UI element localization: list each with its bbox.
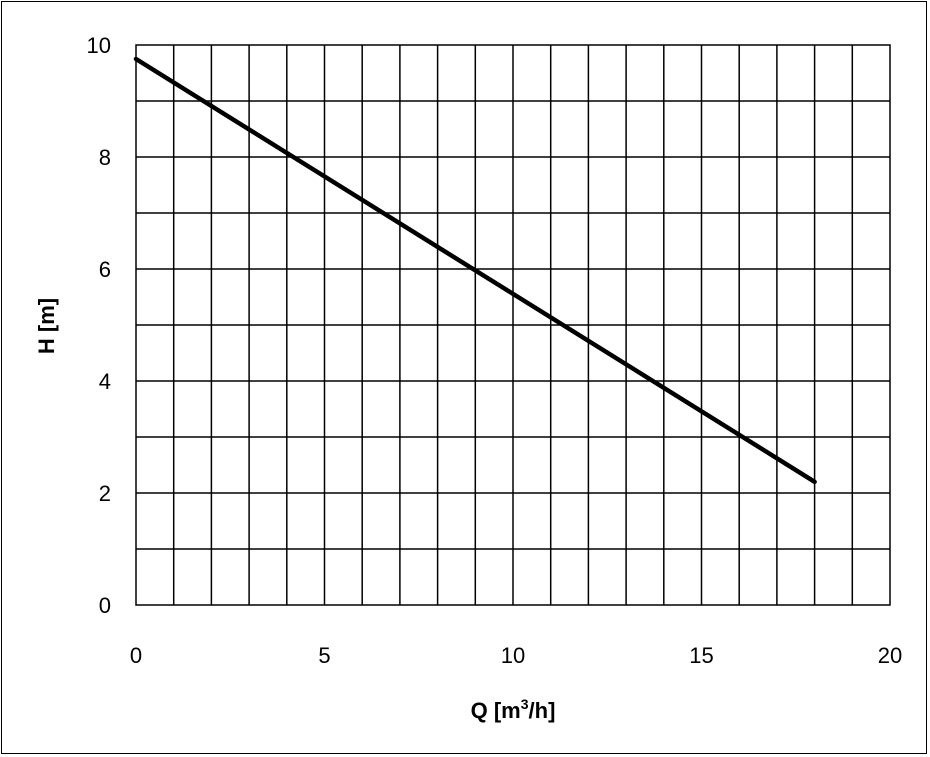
y-tick-label: 10 bbox=[87, 33, 111, 58]
x-tick-label: 0 bbox=[130, 643, 142, 668]
y-axis-label: H [m] bbox=[34, 298, 59, 354]
x-tick-label: 15 bbox=[689, 643, 713, 668]
x-tick-label: 10 bbox=[501, 643, 525, 668]
y-tick-labels: 0 2 4 6 8 10 bbox=[87, 33, 111, 618]
x-tick-labels: 0 5 10 15 20 bbox=[130, 643, 902, 668]
y-tick-label: 8 bbox=[99, 145, 111, 170]
x-axis-label: Q [m3/h] bbox=[471, 696, 556, 723]
x-tick-label: 20 bbox=[878, 643, 902, 668]
series-group bbox=[133, 56, 817, 485]
series-line bbox=[133, 56, 817, 485]
y-tick-label: 4 bbox=[99, 369, 111, 394]
plot-area bbox=[135, 44, 891, 606]
y-tick-label: 0 bbox=[99, 593, 111, 618]
x-tick-label: 5 bbox=[318, 643, 330, 668]
y-tick-label: 6 bbox=[99, 257, 111, 282]
y-tick-label: 2 bbox=[99, 481, 111, 506]
grid bbox=[136, 45, 890, 605]
